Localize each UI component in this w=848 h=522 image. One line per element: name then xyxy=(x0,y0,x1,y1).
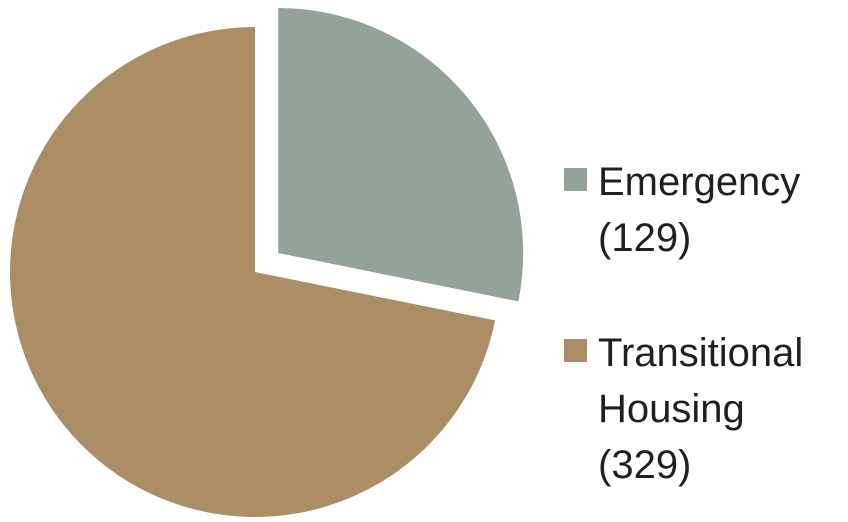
legend-value: (129) xyxy=(598,216,691,260)
legend-label: Emergency xyxy=(598,160,800,204)
pie-slice xyxy=(278,7,524,302)
legend-value: (329) xyxy=(598,443,691,487)
legend-swatch xyxy=(564,168,587,191)
legend-label: Transitional Housing xyxy=(598,331,803,431)
pie-slice xyxy=(9,27,496,518)
legend-swatch xyxy=(564,339,587,362)
